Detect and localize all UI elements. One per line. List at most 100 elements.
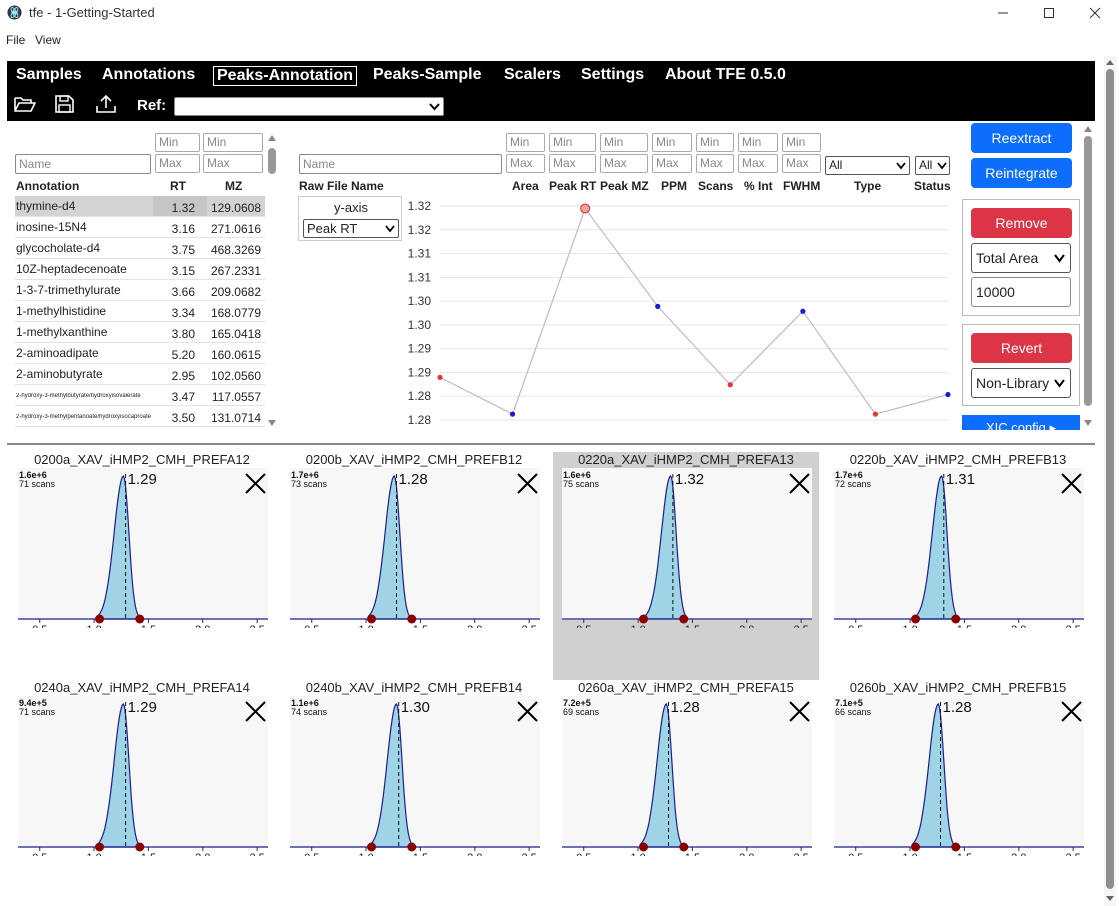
peak-end-handle[interactable] — [135, 842, 145, 852]
peak-start-handle[interactable] — [367, 842, 377, 852]
remove-metric-select[interactable]: Total Area — [971, 243, 1071, 273]
save-icon[interactable] — [54, 94, 76, 114]
fwhm-header[interactable]: FWHM — [783, 179, 821, 193]
peak-start-handle[interactable] — [639, 842, 649, 852]
status-filter-select[interactable]: All — [915, 156, 950, 175]
remove-sample-icon[interactable] — [788, 472, 810, 494]
annotation-row[interactable]: glycocholate-d4 3.75 468.3269 — [15, 238, 265, 259]
rt-max-input[interactable]: Max — [155, 154, 200, 173]
tab-annotations[interactable]: Annotations — [102, 66, 196, 83]
chromatogram-plot[interactable]: 0.5 1.0 1.5 2.0 2.5 9.4e+571 scans 1.29 — [18, 696, 268, 856]
scroll-up-icon[interactable] — [1104, 57, 1116, 67]
chromatogram-plot[interactable]: 0.5 1.0 1.5 2.0 2.5 1.7e+673 scans 1.28 — [290, 468, 540, 628]
chart-point[interactable] — [872, 411, 879, 417]
remove-sample-icon[interactable] — [244, 472, 266, 494]
peak-mz-max-input[interactable]: Max — [600, 154, 648, 173]
sample-panel[interactable]: 0240a_XAV_iHMP2_CMH_PREFA14 0.5 1.0 1.5 2.0 2… — [9, 680, 275, 892]
upload-icon[interactable] — [95, 94, 117, 114]
sample-panel[interactable]: 0220b_XAV_iHMP2_CMH_PREFB13 0.5 1.0 1.5 2.0 2… — [825, 452, 1091, 664]
annotation-row[interactable]: 2-aminoadipate 5.20 160.0615 — [15, 343, 265, 364]
peak-start-handle[interactable] — [639, 614, 649, 624]
ref-select[interactable] — [174, 97, 444, 116]
peak-start-handle[interactable] — [95, 842, 105, 852]
peak-end-handle[interactable] — [407, 842, 417, 852]
action-panel-scrollbar[interactable] — [1083, 124, 1093, 430]
chart-point[interactable] — [800, 308, 806, 314]
ppm-max-input[interactable]: Max — [652, 154, 692, 173]
remove-sample-icon[interactable] — [516, 472, 538, 494]
xic-config-button[interactable]: XIC config ▸ — [962, 415, 1080, 430]
sample-panel[interactable]: 0240b_XAV_iHMP2_CMH_PREFB14 0.5 1.0 1.5 2.0 2… — [281, 680, 547, 892]
annotation-row[interactable]: 2-hydroxy-3-methylbutyrate/hydroxyisoval… — [15, 385, 265, 406]
tab-settings[interactable]: Settings — [581, 66, 645, 83]
remove-threshold-input[interactable]: 10000 — [971, 277, 1071, 307]
annotation-row[interactable]: 1-3-7-trimethylurate 3.66 209.0682 — [15, 280, 265, 301]
annotation-list-scrollbar[interactable] — [267, 133, 277, 428]
close-window-button[interactable] — [1072, 0, 1118, 26]
chart-point[interactable] — [437, 374, 443, 380]
chromatogram-plot[interactable]: 0.5 1.0 1.5 2.0 2.5 1.7e+672 scans 1.31 — [834, 468, 1084, 628]
revert-scope-select[interactable]: Non-Library — [971, 368, 1071, 398]
status-header[interactable]: Status — [914, 179, 951, 193]
open-folder-icon[interactable] — [14, 94, 36, 114]
sample-panel[interactable]: 0260b_XAV_iHMP2_CMH_PREFB15 0.5 1.0 1.5 2.0 2… — [825, 680, 1091, 892]
revert-button[interactable]: Revert — [971, 333, 1072, 363]
maximize-button[interactable] — [1026, 0, 1072, 26]
yaxis-select[interactable]: Peak RT — [303, 219, 399, 238]
sample-panel[interactable]: 0200b_XAV_iHMP2_CMH_PREFB12 0.5 1.0 1.5 2.0 2… — [281, 452, 547, 664]
type-header[interactable]: Type — [854, 179, 882, 193]
peak-start-handle[interactable] — [367, 614, 377, 624]
remove-sample-icon[interactable] — [1060, 472, 1082, 494]
remove-sample-icon[interactable] — [788, 700, 810, 722]
peak-rt-max-input[interactable]: Max — [549, 154, 596, 173]
menu-view[interactable]: View — [35, 33, 61, 47]
annotation-row[interactable]: 2-hydroxy-3-methylpentanoate/hydroxyisoc… — [15, 406, 265, 427]
chart-point[interactable] — [509, 411, 516, 417]
peak-end-handle[interactable] — [679, 614, 689, 624]
peak-end-handle[interactable] — [679, 842, 689, 852]
chromatogram-plot[interactable]: 0.5 1.0 1.5 2.0 2.5 1.6e+671 scans 1.29 — [18, 468, 268, 628]
sample-panel[interactable]: 0260a_XAV_iHMP2_CMH_PREFA15 0.5 1.0 1.5 2.0 2… — [553, 680, 819, 892]
peak-end-handle[interactable] — [135, 614, 145, 624]
chromatogram-plot[interactable]: 0.5 1.0 1.5 2.0 2.5 1.6e+675 scans 1.32 — [562, 468, 812, 628]
mz-max-input[interactable]: Max — [203, 154, 263, 173]
remove-sample-icon[interactable] — [516, 700, 538, 722]
peak-start-handle[interactable] — [95, 614, 105, 624]
raw-file-name-header[interactable]: Raw File Name — [299, 179, 384, 193]
peak-rt-chart[interactable]: 1.32 1.32 1.31 1.31 1.30 1.30 1.29 1.29 1.28 1.28 — [400, 196, 955, 428]
scans-max-input[interactable]: Max — [696, 154, 734, 173]
annotation-row[interactable]: inosine-15N4 3.16 271.0616 — [15, 217, 265, 238]
tab-scalers[interactable]: Scalers — [504, 66, 561, 83]
tab-peaks-sample[interactable]: Peaks-Sample — [373, 66, 482, 83]
peak-end-handle[interactable] — [951, 842, 961, 852]
annotation-row[interactable]: 2-aminobutyrate 2.95 102.0560 — [15, 364, 265, 385]
ppm-header[interactable]: PPM — [661, 179, 688, 193]
chart-point[interactable] — [655, 303, 661, 309]
annotation-row[interactable]: 1-methylhistidine 3.34 168.0779 — [15, 301, 265, 322]
annotation-column-header[interactable]: Annotation — [16, 179, 80, 193]
chart-point[interactable] — [727, 382, 733, 388]
area-header[interactable]: Area — [512, 179, 539, 193]
fwhm-min-input[interactable]: Min — [782, 133, 821, 152]
peak-end-handle[interactable] — [951, 614, 961, 624]
peak-end-handle[interactable] — [407, 614, 417, 624]
annotation-name-filter[interactable]: Name — [15, 154, 151, 174]
peak-rt-min-input[interactable]: Min — [549, 133, 596, 152]
area-min-input[interactable]: Min — [506, 133, 545, 152]
minimize-button[interactable] — [980, 0, 1026, 26]
mz-column-header[interactable]: MZ — [225, 179, 243, 193]
type-filter-select[interactable]: All — [825, 156, 910, 175]
rt-min-input[interactable]: Min — [155, 133, 200, 152]
area-max-input[interactable]: Max — [506, 154, 545, 173]
ppm-min-input[interactable]: Min — [652, 133, 692, 152]
annotation-row[interactable]: thymine-d4 1.32 129.0608 — [15, 196, 265, 217]
raw-file-name-filter[interactable]: Name — [299, 154, 502, 174]
fwhm-max-input[interactable]: Max — [782, 154, 821, 173]
peak-mz-min-input[interactable]: Min — [600, 133, 648, 152]
chromatogram-plot[interactable]: 0.5 1.0 1.5 2.0 2.5 1.1e+674 scans 1.30 — [290, 696, 540, 856]
chromatogram-plot[interactable]: 0.5 1.0 1.5 2.0 2.5 7.1e+566 scans 1.28 — [834, 696, 1084, 856]
annotation-row[interactable]: 1-methylxanthine 3.80 165.0418 — [15, 322, 265, 343]
tab-peaks-annotation[interactable]: Peaks-Annotation — [213, 66, 358, 86]
chart-point[interactable] — [945, 391, 951, 398]
reextract-button[interactable]: Reextract — [971, 123, 1072, 153]
